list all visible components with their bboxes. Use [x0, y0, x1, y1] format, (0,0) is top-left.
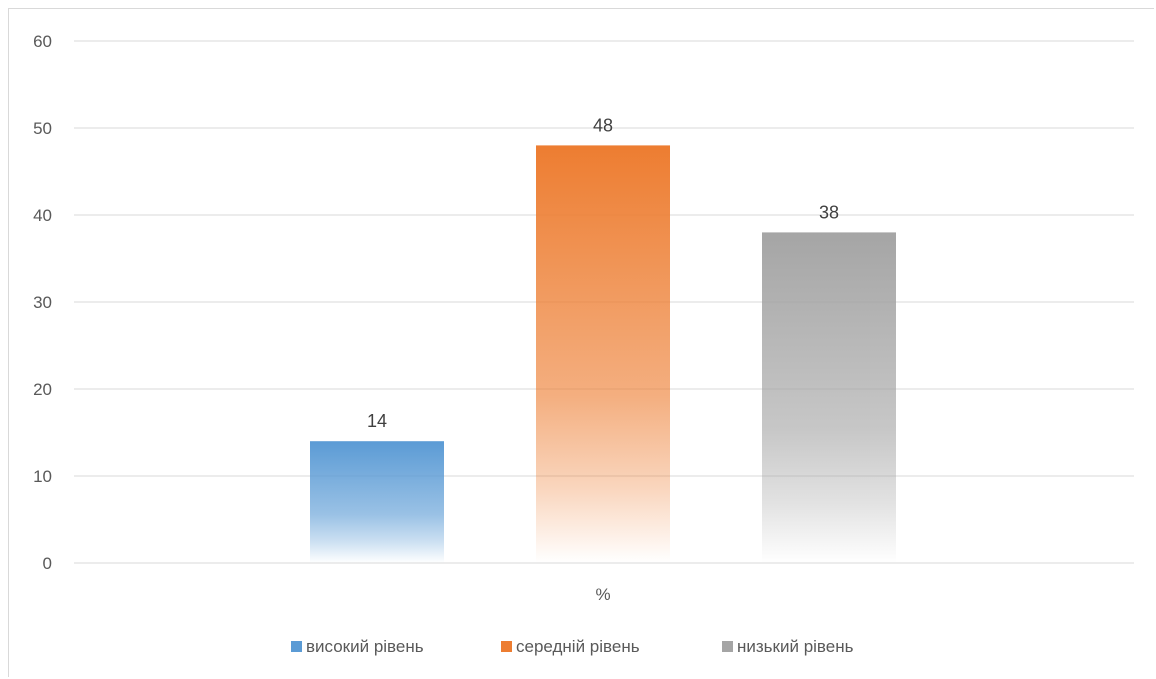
y-tick-label: 50: [33, 119, 52, 138]
bar-2[interactable]: [536, 145, 670, 563]
bar-3[interactable]: [762, 232, 896, 563]
legend-label: низький рівень: [737, 637, 854, 656]
data-label: 48: [593, 115, 613, 135]
y-tick-label: 20: [33, 380, 52, 399]
data-labels: 14 48 38: [367, 115, 839, 431]
y-axis-ticks: 0 10 20 30 40 50 60: [33, 32, 52, 573]
legend-item-1[interactable]: високий рівень: [291, 637, 424, 656]
y-tick-label: 40: [33, 206, 52, 225]
legend[interactable]: високий рівень середній рівень низький рів…: [291, 637, 854, 656]
y-tick-label: 60: [33, 32, 52, 51]
x-axis-ticks: %: [595, 585, 610, 604]
y-tick-label: 0: [43, 554, 52, 573]
bars: [310, 145, 896, 563]
data-label: 14: [367, 411, 387, 431]
x-tick-label: %: [595, 585, 610, 604]
y-tick-label: 30: [33, 293, 52, 312]
legend-label: середній рівень: [516, 637, 640, 656]
legend-swatch: [501, 641, 512, 652]
chart-frame: [8, 8, 1154, 677]
legend-item-3[interactable]: низький рівень: [722, 637, 854, 656]
legend-item-2[interactable]: середній рівень: [501, 637, 640, 656]
data-label: 38: [819, 202, 839, 222]
legend-label: високий рівень: [306, 637, 424, 656]
legend-swatch: [291, 641, 302, 652]
y-tick-label: 10: [33, 467, 52, 486]
bar-1[interactable]: [310, 441, 444, 563]
legend-swatch: [722, 641, 733, 652]
